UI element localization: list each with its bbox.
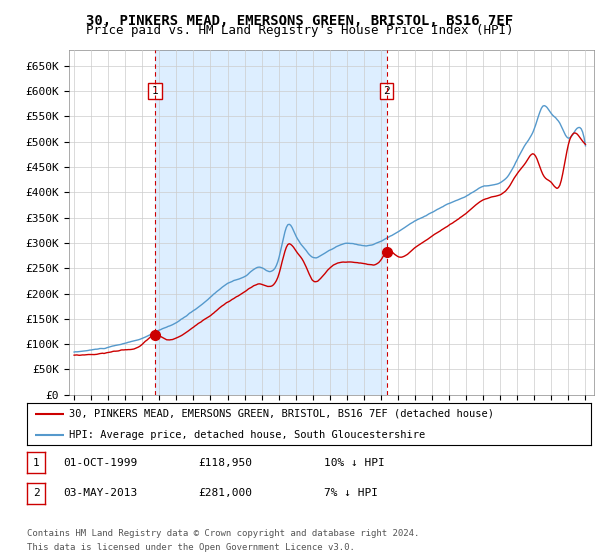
Text: 1: 1 bbox=[152, 86, 158, 96]
Text: £118,950: £118,950 bbox=[198, 458, 252, 468]
Text: 30, PINKERS MEAD, EMERSONS GREEN, BRISTOL, BS16 7EF: 30, PINKERS MEAD, EMERSONS GREEN, BRISTO… bbox=[86, 14, 514, 28]
Text: 30, PINKERS MEAD, EMERSONS GREEN, BRISTOL, BS16 7EF (detached house): 30, PINKERS MEAD, EMERSONS GREEN, BRISTO… bbox=[70, 409, 494, 419]
Text: 01-OCT-1999: 01-OCT-1999 bbox=[63, 458, 137, 468]
Bar bbox=[155, 50, 386, 395]
Text: This data is licensed under the Open Government Licence v3.0.: This data is licensed under the Open Gov… bbox=[27, 543, 355, 552]
Text: 1: 1 bbox=[32, 458, 40, 468]
Text: Price paid vs. HM Land Registry's House Price Index (HPI): Price paid vs. HM Land Registry's House … bbox=[86, 24, 514, 37]
Text: 2: 2 bbox=[383, 86, 390, 96]
Text: 03-MAY-2013: 03-MAY-2013 bbox=[63, 488, 137, 498]
Text: HPI: Average price, detached house, South Gloucestershire: HPI: Average price, detached house, Sout… bbox=[70, 430, 425, 440]
Text: 7% ↓ HPI: 7% ↓ HPI bbox=[324, 488, 378, 498]
Text: Contains HM Land Registry data © Crown copyright and database right 2024.: Contains HM Land Registry data © Crown c… bbox=[27, 529, 419, 538]
Text: £281,000: £281,000 bbox=[198, 488, 252, 498]
Text: 2: 2 bbox=[32, 488, 40, 498]
Text: 10% ↓ HPI: 10% ↓ HPI bbox=[324, 458, 385, 468]
